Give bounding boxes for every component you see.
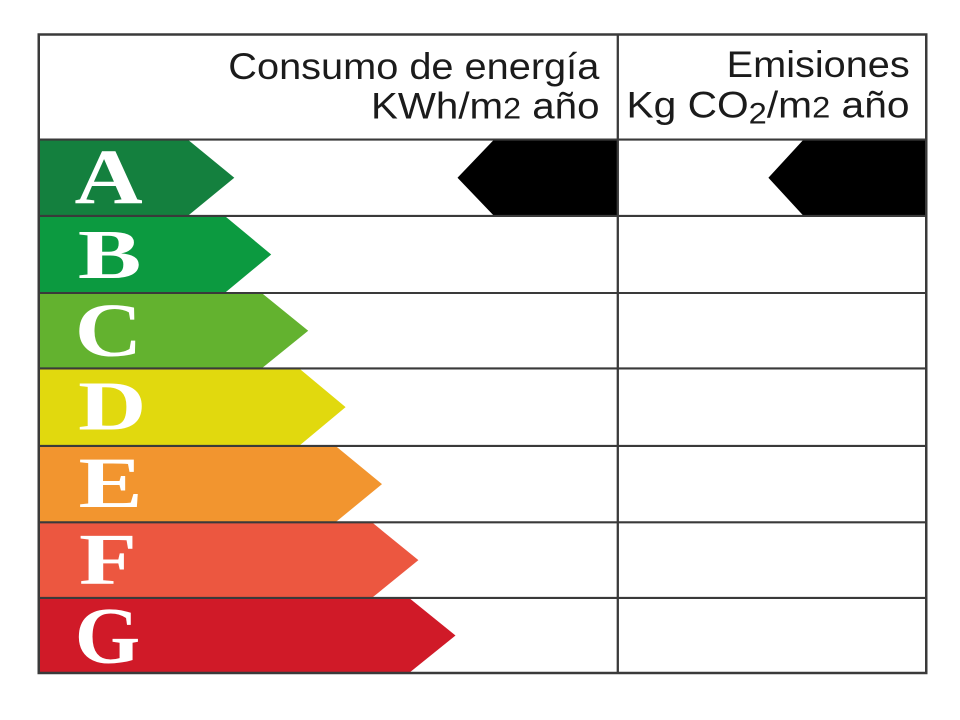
svg-text:F: F	[79, 520, 137, 600]
svg-text:D: D	[78, 368, 146, 446]
svg-text:Emisiones: Emisiones	[727, 43, 910, 85]
svg-text:Consumo de energía: Consumo de energía	[228, 45, 599, 87]
svg-text:B: B	[78, 216, 141, 294]
svg-text:C: C	[75, 289, 143, 373]
svg-text:KWh/m2 año: KWh/m 2 año	[371, 85, 600, 127]
svg-text:G: G	[75, 591, 140, 680]
svg-text:Kg CO2/m2 año: Kg CO 2/m 2 año	[627, 83, 910, 130]
svg-text:A: A	[75, 134, 143, 220]
svg-text:E: E	[79, 443, 143, 523]
